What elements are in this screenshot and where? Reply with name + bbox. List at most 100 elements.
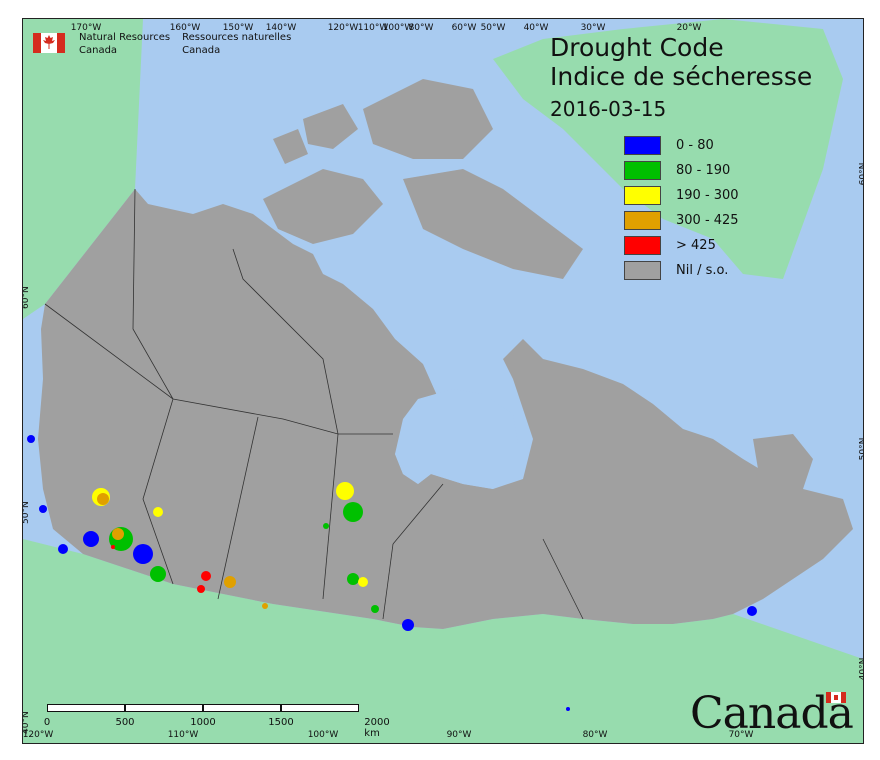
legend-label: 0 - 80 <box>676 138 714 153</box>
patch-0-80 <box>747 606 757 616</box>
newfoundland <box>753 434 813 489</box>
patch-0-80 <box>133 544 153 564</box>
graticule-label: 50°W <box>480 23 506 33</box>
legend-row: > 425 <box>624 233 739 258</box>
legend-swatch <box>624 211 661 230</box>
patch-0-80 <box>566 707 570 711</box>
alaska-land <box>23 19 143 319</box>
patch-300-425 <box>262 603 268 609</box>
patch-80-190 <box>347 573 359 585</box>
patch-0-80 <box>402 619 414 631</box>
graticule-label: 110°W <box>357 23 389 33</box>
dept-en-line2: Canada <box>79 45 118 56</box>
arctic-island-4 <box>303 104 358 149</box>
patch-80-190 <box>343 502 363 522</box>
scale-bar-label: 0 <box>43 717 51 728</box>
dept-fr-line1: Ressources naturelles <box>182 32 292 43</box>
graticule-label: 40°N <box>858 657 864 681</box>
patch-190-300 <box>358 577 368 587</box>
usa-land <box>23 539 863 743</box>
arctic-island-5 <box>273 129 308 164</box>
patch-80-190 <box>150 566 166 582</box>
arctic-island-1 <box>263 169 383 244</box>
graticule-label: 120°W <box>22 730 54 740</box>
graticule-label: 120°W <box>327 23 359 33</box>
patch-190-300 <box>336 482 354 500</box>
scale-bar-segment <box>125 704 203 712</box>
graticule-label: 100°W <box>307 730 339 740</box>
dept-name-fr: Ressources naturelles Canada <box>182 31 291 57</box>
legend-swatch <box>624 261 661 280</box>
legend-label: 300 - 425 <box>676 213 739 228</box>
map-canvas <box>23 19 863 743</box>
graticule-label: 20°W <box>676 23 702 33</box>
patch-80-190 <box>371 605 379 613</box>
graticule-label: 90°W <box>446 730 472 740</box>
patch-over-425 <box>111 545 115 549</box>
graticule-label: 40°N <box>22 711 31 734</box>
arctic-island-2 <box>363 79 493 159</box>
legend-row: Nil / s.o. <box>624 258 739 283</box>
patch-over-425 <box>201 571 211 581</box>
legend-row: 300 - 425 <box>624 208 739 233</box>
patch-80-190 <box>323 523 329 529</box>
patch-over-425 <box>197 585 205 593</box>
patch-300-425 <box>97 493 109 505</box>
patch-0-80 <box>39 505 47 513</box>
graticule-label: 110°W <box>167 730 199 740</box>
wordmark-flag-icon <box>826 692 846 703</box>
graticule-label: 80°W <box>408 23 434 33</box>
graticule-label: 160°W <box>169 23 201 33</box>
patch-0-80 <box>27 435 35 443</box>
legend-row: 0 - 80 <box>624 133 739 158</box>
scale-bar-label: 2000 km <box>364 717 390 739</box>
map-date: 2016-03-15 <box>550 97 667 121</box>
graticule-label: 140°W <box>265 23 297 33</box>
legend-swatch <box>624 136 661 155</box>
graticule-label: 150°W <box>222 23 254 33</box>
dept-fr-line2: Canada <box>182 45 221 56</box>
canada-land <box>38 189 853 629</box>
title-english: Drought Code <box>550 33 724 62</box>
hudson-bay <box>395 389 518 489</box>
legend: 0 - 80 80 - 190 190 - 300 300 - 425 > 425 Nil… <box>624 133 739 283</box>
legend-label: Nil / s.o. <box>676 263 729 278</box>
graticule-label: 50°N <box>858 437 864 461</box>
scale-bar-segment <box>281 704 359 712</box>
graticule-label: 60°N <box>22 286 31 309</box>
legend-row: 190 - 300 <box>624 183 739 208</box>
legend-row: 80 - 190 <box>624 158 739 183</box>
scale-bar-label: 500 <box>115 717 135 728</box>
scale-bar-label: 1500 <box>268 717 294 728</box>
dept-name-en: Natural Resources Canada <box>79 31 170 57</box>
scale-bar-label: 1000 <box>190 717 216 728</box>
drought-patches <box>27 435 757 711</box>
graticule-label: 70°W <box>728 730 754 740</box>
nrcan-signature: Natural Resources Canada Ressources natu… <box>33 31 303 57</box>
arctic-island-3 <box>403 169 583 279</box>
greenland-land <box>493 19 843 279</box>
legend-label: 80 - 190 <box>676 163 731 178</box>
title-french: Indice de sécheresse <box>550 62 813 91</box>
graticule-label: 170°W <box>70 23 102 33</box>
canada-flag-icon <box>33 33 65 53</box>
patch-0-80 <box>83 531 99 547</box>
graticule-label: 60°N <box>858 162 864 186</box>
legend-label: > 425 <box>676 238 716 253</box>
legend-swatch <box>624 236 661 255</box>
graticule-label: 40°W <box>523 23 549 33</box>
scale-bar-segment <box>203 704 281 712</box>
graticule-label: 60°W <box>451 23 477 33</box>
legend-swatch <box>624 186 661 205</box>
patch-0-80 <box>58 544 68 554</box>
scale-bar-segment <box>47 704 125 712</box>
graticule-label: 30°W <box>580 23 606 33</box>
legend-label: 190 - 300 <box>676 188 739 203</box>
patch-300-425 <box>112 528 124 540</box>
legend-swatch <box>624 161 661 180</box>
graticule-label: 50°N <box>22 501 31 524</box>
provincial-borders <box>44 188 584 620</box>
scale-bar: 0 500 1000 1500 2000 km <box>43 704 390 739</box>
patch-300-425 <box>224 576 236 588</box>
patch-190-300 <box>153 507 163 517</box>
